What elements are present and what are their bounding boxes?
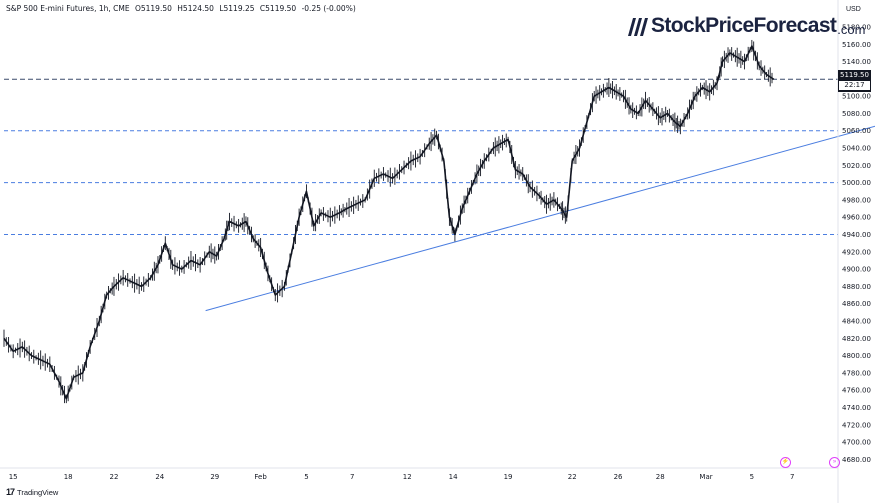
ohlc-high: H5124.50: [177, 4, 214, 13]
time-tick-label: 26: [614, 473, 623, 481]
price-tick-label: 4840.00: [842, 317, 871, 325]
time-tick-label: 12: [403, 473, 412, 481]
forward-arrow-icon[interactable]: »: [829, 457, 840, 468]
price-tick-label: 5180.00: [842, 23, 871, 31]
price-tick-label: 4980.00: [842, 196, 871, 204]
price-tick-label: 4900.00: [842, 266, 871, 274]
time-tick-label: 24: [155, 473, 164, 481]
time-tick-label: 7: [350, 473, 354, 481]
ohlc-change: -0.25 (-0.00%): [301, 4, 356, 13]
ohlc-low: L5119.25: [219, 4, 255, 13]
price-tick-label: 4920.00: [842, 248, 871, 256]
candle-series: [3, 39, 775, 404]
last-price-tag: 5119.50 22:17: [838, 70, 871, 92]
price-series-line: [3, 45, 775, 400]
tradingview-logo-icon: 17: [6, 487, 15, 497]
ohlc-close: C5119.50: [259, 4, 297, 13]
currency-label: USD: [846, 6, 861, 13]
price-tick-label: 4760.00: [842, 387, 871, 395]
trendline-layer: [205, 125, 875, 312]
last-price-value: 5119.50: [840, 71, 869, 79]
price-tick-label: 5020.00: [842, 162, 871, 170]
price-tick-label: 5140.00: [842, 58, 871, 66]
horizontal-levels: [4, 78, 838, 236]
time-tick-label: Feb: [254, 473, 267, 481]
lightning-icon[interactable]: ⚡: [780, 457, 791, 468]
time-tick-label: 22: [568, 473, 577, 481]
time-tick-label: 19: [504, 473, 513, 481]
logo-text: StockPriceForecast: [651, 14, 837, 37]
brand-logo: StockPriceForecast .com: [625, 13, 865, 39]
time-tick-label: 22: [110, 473, 119, 481]
bar-countdown: 22:17: [838, 80, 871, 91]
time-axis[interactable]: 15 18 22 24 29 Feb 5 7 12 14 19 22 26 28 Mar 5 7: [0, 467, 838, 481]
ohlc-open: O5119.50: [134, 4, 172, 13]
price-tick-label: 5040.00: [842, 145, 871, 153]
time-tick-label: 29: [210, 473, 219, 481]
tradingview-footer[interactable]: 17 TradingView: [6, 487, 58, 497]
price-tick-label: 4740.00: [842, 404, 871, 412]
time-tick-label: Mar: [699, 473, 712, 481]
price-tick-label: 4820.00: [842, 335, 871, 343]
ascending-trendline: [205, 125, 875, 312]
price-tick-label: 4680.00: [842, 456, 871, 464]
price-tick-label: 5160.00: [842, 41, 871, 49]
chart-bars-icon: [628, 18, 648, 36]
price-tick-label: 4960.00: [842, 214, 871, 222]
price-tick-label: 4880.00: [842, 283, 871, 291]
price-tick-label: 4860.00: [842, 300, 871, 308]
time-tick-label: 14: [449, 473, 458, 481]
price-tick-label: 4940.00: [842, 231, 871, 239]
price-tick-label: 5080.00: [842, 110, 871, 118]
price-tick-label: 4700.00: [842, 439, 871, 447]
price-tick-label: 4780.00: [842, 369, 871, 377]
time-tick-label: 5: [304, 473, 308, 481]
logo-domain: .com: [837, 21, 866, 37]
price-tick-label: 4800.00: [842, 352, 871, 360]
time-tick-label: 5: [750, 473, 754, 481]
time-tick-label: 7: [790, 473, 794, 481]
symbol-header: S&P 500 E-mini Futures, 1h, CME O5119.50…: [6, 4, 359, 13]
time-tick-label: 18: [64, 473, 73, 481]
time-tick-label: 28: [656, 473, 665, 481]
price-tick-label: 5000.00: [842, 179, 871, 187]
price-tick-label: 5100.00: [842, 93, 871, 101]
time-tick-label: 15: [9, 473, 18, 481]
tradingview-brand: TradingView: [17, 487, 59, 497]
symbol-name: S&P 500 E-mini Futures, 1h, CME: [6, 4, 130, 13]
price-tick-label: 5060.00: [842, 127, 871, 135]
price-tick-label: 4720.00: [842, 421, 871, 429]
